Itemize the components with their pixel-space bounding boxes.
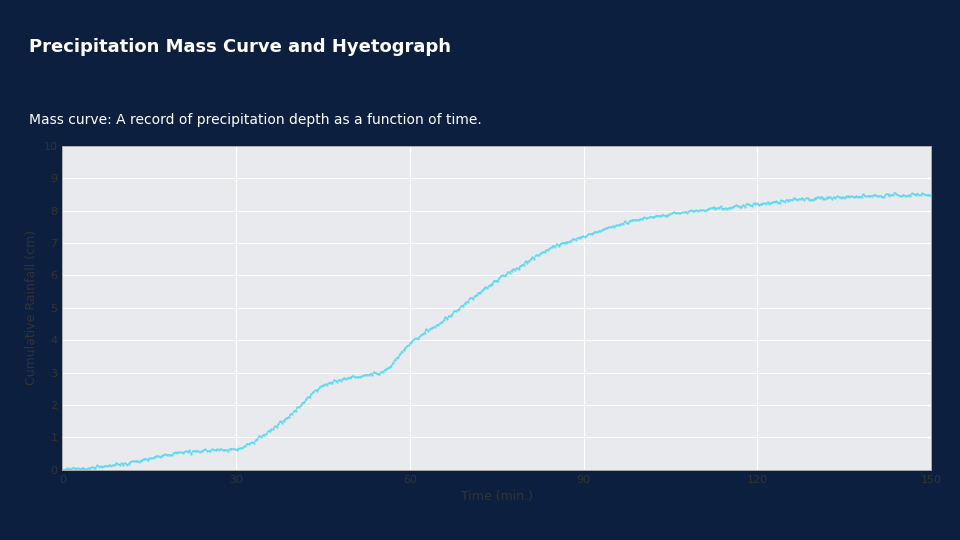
X-axis label: Time (min.): Time (min.) [461,490,533,503]
Text: Mass curve: A record of precipitation depth as a function of time.: Mass curve: A record of precipitation de… [29,113,482,127]
Text: Precipitation Mass Curve and Hyetograph: Precipitation Mass Curve and Hyetograph [29,38,451,56]
Y-axis label: Cumulative Rainfall (cm): Cumulative Rainfall (cm) [25,230,38,386]
